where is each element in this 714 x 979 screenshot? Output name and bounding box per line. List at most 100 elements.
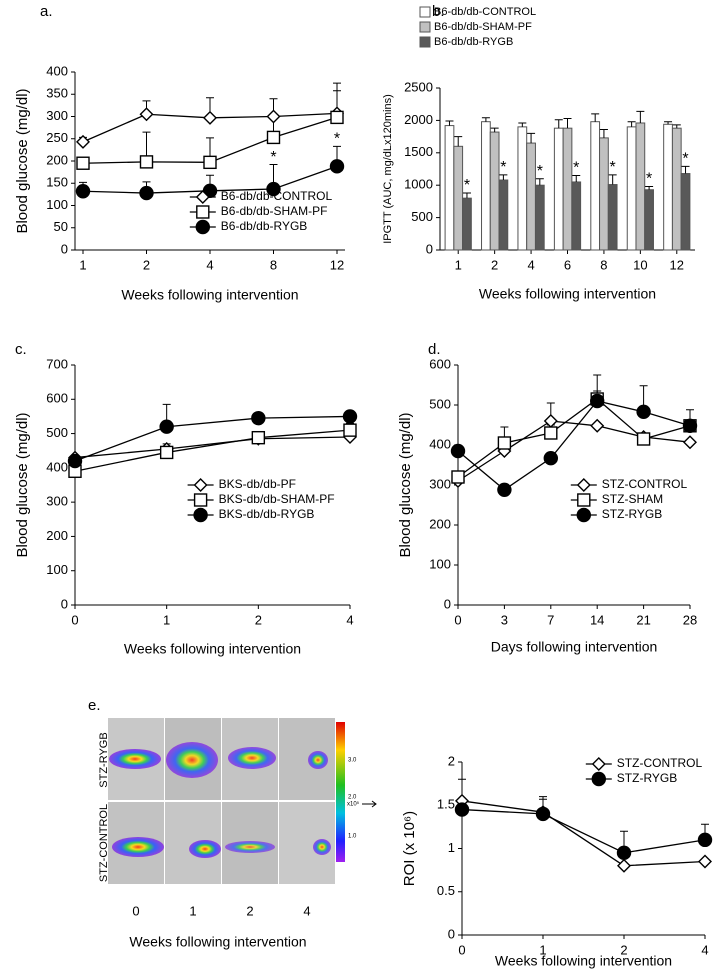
- y-tick-label: 150: [46, 175, 68, 190]
- bar: [453, 145, 464, 251]
- x-tick-label: 2: [620, 942, 627, 957]
- error-bar: [664, 121, 673, 125]
- bar: [626, 126, 637, 251]
- legend-marker: [196, 205, 210, 219]
- x-tick-label: 28: [683, 612, 697, 627]
- bar: [671, 127, 682, 251]
- y-tick-label: 2500: [404, 79, 433, 94]
- x-tick-label: 14: [590, 612, 604, 627]
- y-tick-label: 500: [411, 209, 433, 224]
- error-bar: [535, 178, 544, 186]
- point: [67, 453, 83, 469]
- y-tick-label: 350: [46, 86, 68, 101]
- point: [682, 418, 698, 433]
- significance-mark: *: [610, 159, 616, 176]
- y-tick-label: 300: [46, 494, 68, 509]
- panel-label: d.: [428, 341, 441, 358]
- image-tiles: [108, 718, 335, 884]
- y-tick-label: 0: [61, 596, 68, 611]
- y-tick-label: 300: [429, 476, 451, 491]
- point: [76, 156, 90, 170]
- scale-unit: x10⁵: [347, 801, 360, 808]
- y-tick-label: 0: [444, 596, 451, 611]
- y-axis-label: Blood glucose (mg/dl): [14, 88, 31, 233]
- point: [251, 430, 266, 445]
- error-bar: [563, 117, 572, 129]
- x-tick-label: 2: [143, 257, 150, 272]
- x-axis-label: Days following intervention: [491, 639, 658, 655]
- legend-label: STZ-SHAM: [602, 492, 663, 506]
- color-scale: [336, 722, 345, 862]
- error-bar: [572, 174, 581, 182]
- signal: [109, 749, 161, 769]
- significance-mark: *: [464, 177, 470, 194]
- series-line: [461, 800, 706, 867]
- x-tick-label: 1: [79, 257, 86, 272]
- column-label: 0: [132, 903, 139, 918]
- x-axis-label: Weeks following intervention: [495, 953, 672, 969]
- bar: [663, 123, 673, 251]
- significance-mark: *: [334, 131, 340, 148]
- y-tick-label: 500: [46, 425, 68, 440]
- point: [497, 482, 512, 497]
- point: [617, 858, 631, 873]
- x-tick-label: 0: [71, 612, 78, 627]
- point: [266, 181, 281, 197]
- y-tick-label: 200: [46, 152, 68, 167]
- y-tick-label: 0: [61, 241, 68, 256]
- panel-label: b.: [432, 3, 445, 20]
- legend-label: STZ-CONTROL: [617, 756, 703, 770]
- legend-swatch: [419, 21, 431, 33]
- x-tick-label: 4: [346, 612, 353, 627]
- point: [698, 854, 712, 869]
- significance-mark: *: [270, 149, 276, 166]
- y-tick-label: 700: [46, 356, 68, 371]
- bar: [481, 121, 491, 251]
- legend-label: B6-db/db-RYGB: [221, 219, 307, 233]
- signal: [112, 837, 164, 857]
- series-line: [74, 436, 351, 459]
- error-bar: [681, 165, 690, 174]
- bar: [553, 127, 564, 251]
- y-tick-label: 400: [46, 459, 68, 474]
- point: [159, 445, 174, 460]
- legend-label: B6-db/db-SHAM-PF: [221, 204, 328, 218]
- significance-mark: *: [573, 160, 579, 177]
- bar: [498, 179, 509, 251]
- significance-mark: *: [646, 171, 652, 188]
- error-bar: [527, 132, 536, 144]
- point: [497, 436, 512, 450]
- bar: [571, 181, 582, 251]
- x-tick-label: 8: [600, 257, 607, 272]
- error-bar: [608, 174, 617, 185]
- x-tick-label: 6: [564, 257, 571, 272]
- bar: [489, 131, 500, 251]
- legend-marker: [195, 219, 211, 235]
- legend-label: B6-db/db-SHAM-PF: [434, 21, 532, 33]
- error-bar: [554, 119, 563, 129]
- point: [203, 155, 217, 170]
- error-bar: [499, 174, 508, 181]
- legend-marker: [195, 190, 210, 204]
- y-tick-label: 300: [46, 108, 68, 123]
- legend-label: B6-db/db-CONTROL: [221, 189, 333, 203]
- scale-label: 2.0: [348, 795, 357, 801]
- point: [342, 409, 358, 424]
- point: [139, 107, 154, 122]
- panel-label: c.: [15, 341, 27, 358]
- series-line: [457, 400, 691, 491]
- y-tick-label: 200: [46, 528, 68, 543]
- point: [343, 423, 357, 437]
- point: [636, 404, 651, 419]
- legend-marker: [193, 478, 208, 492]
- x-tick-label: 1: [163, 612, 170, 627]
- point: [75, 184, 91, 199]
- column-label: 2: [246, 903, 253, 918]
- bar: [534, 184, 545, 251]
- x-tick-label: 8: [270, 257, 277, 272]
- image-x-label: Weeks following intervention: [129, 934, 306, 950]
- x-tick-label: 21: [636, 612, 650, 627]
- y-tick-label: 1500: [404, 144, 433, 159]
- y-tick-label: 600: [429, 356, 451, 371]
- y-tick-label: 100: [46, 562, 68, 577]
